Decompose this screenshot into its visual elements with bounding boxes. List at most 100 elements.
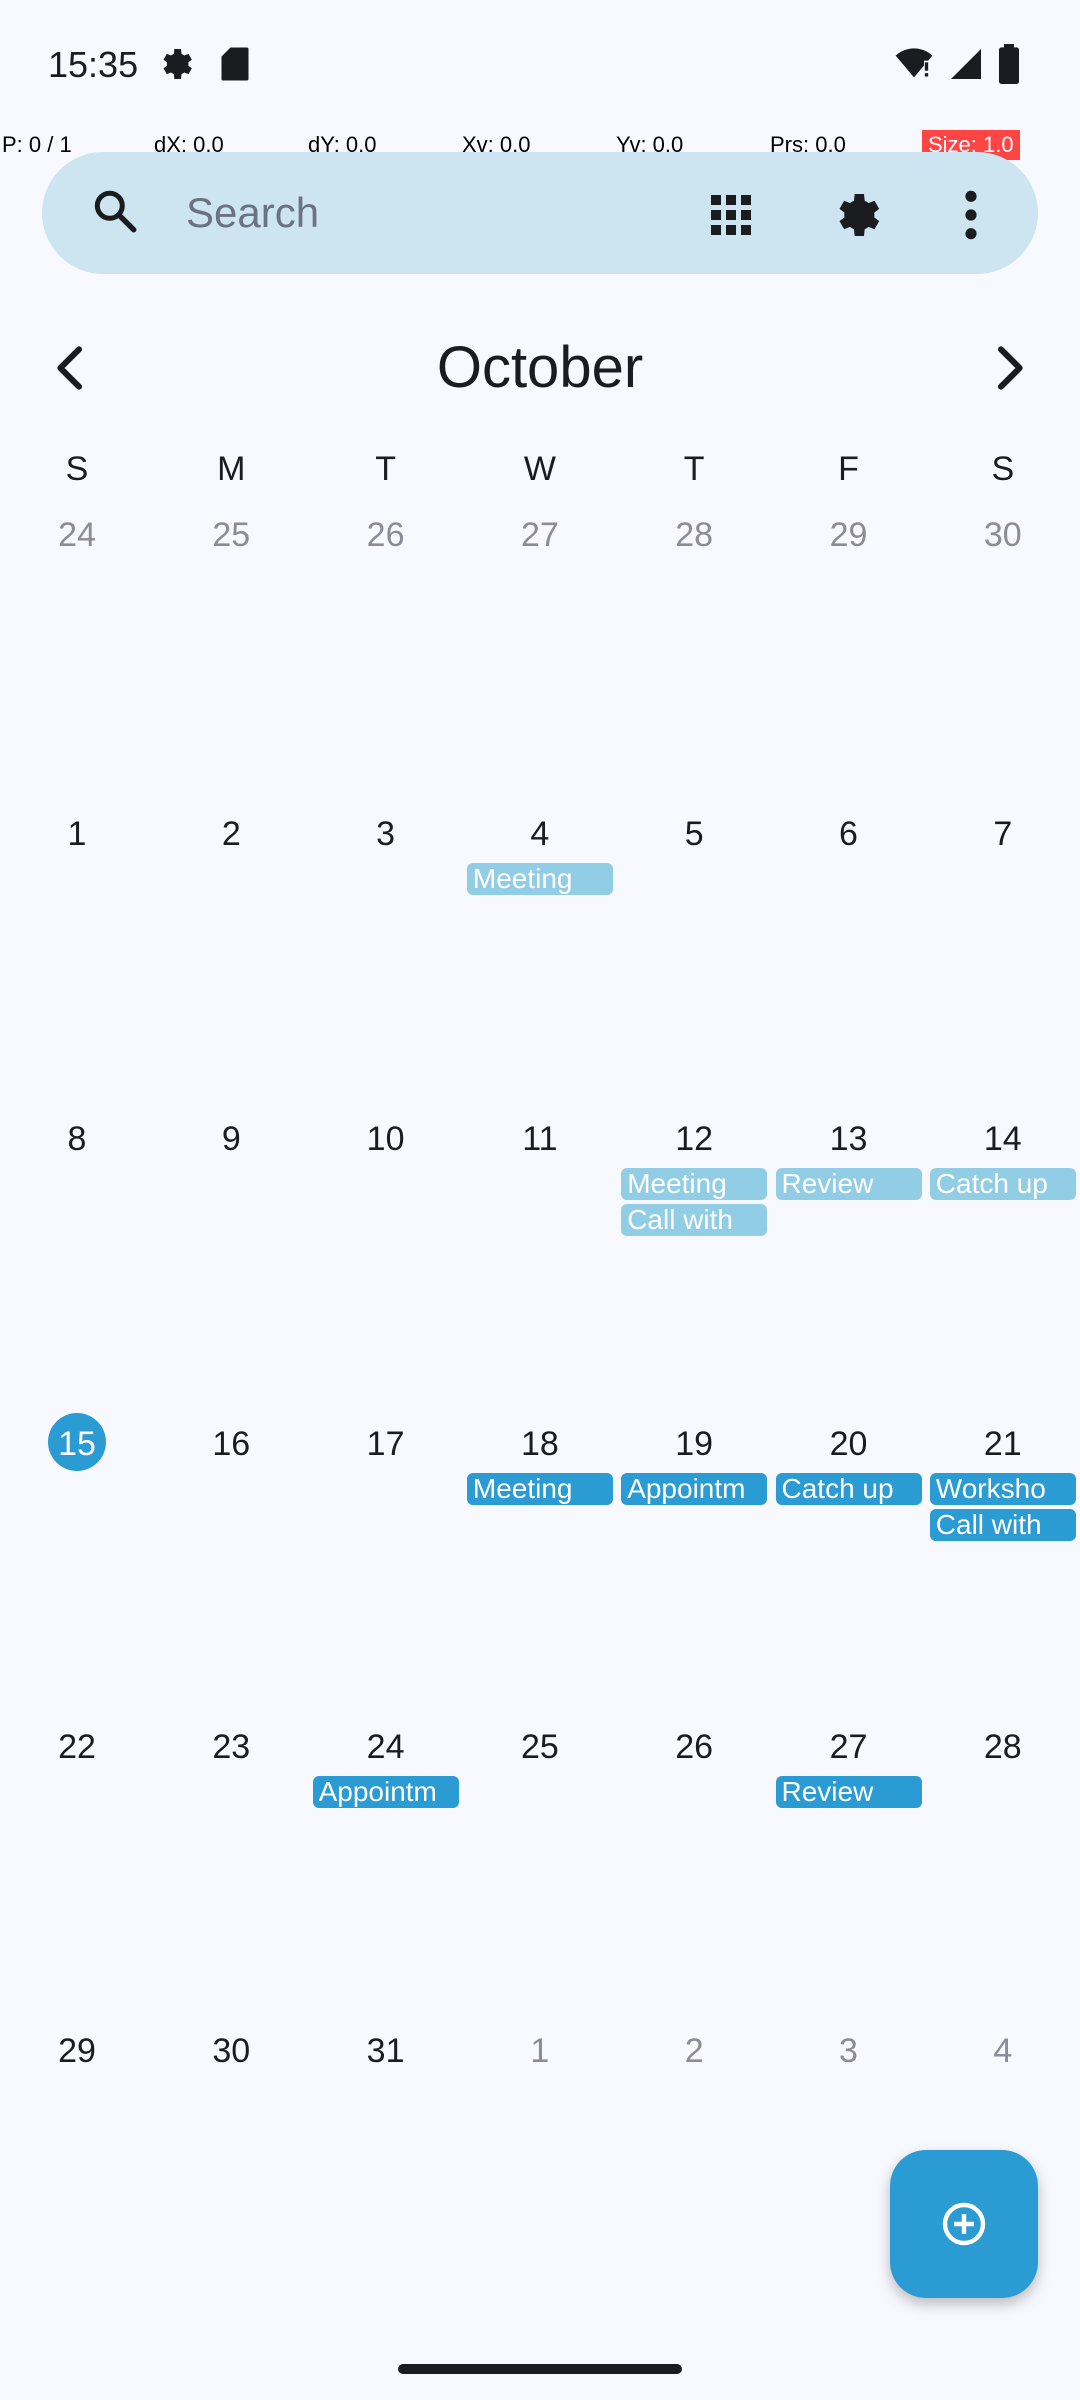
add-circle-icon xyxy=(942,2202,986,2246)
event-chip[interactable]: Worksho xyxy=(929,1473,1076,1505)
calendar-day[interactable]: 17 xyxy=(309,1425,463,1464)
calendar-day[interactable]: 27 xyxy=(463,516,617,555)
calendar-day[interactable]: 25 xyxy=(463,1728,617,1767)
event-chip[interactable]: Catch up xyxy=(929,1168,1076,1200)
weekday-header: W xyxy=(523,450,556,488)
gear-icon xyxy=(839,194,880,236)
calendar-day[interactable]: 14 xyxy=(926,1120,1080,1159)
calendar-day[interactable]: 19 xyxy=(617,1425,771,1464)
event-chip[interactable]: Meeting xyxy=(466,1473,613,1505)
calendar-day[interactable]: 26 xyxy=(617,1728,771,1767)
day-number: 9 xyxy=(221,1120,241,1158)
calendar-day[interactable]: 30 xyxy=(926,516,1080,555)
calendar-day[interactable]: 4 xyxy=(926,2032,1080,2071)
calendar-day[interactable]: 5 xyxy=(617,815,771,854)
calendar-day[interactable]: 10 xyxy=(309,1120,463,1159)
day-number: 10 xyxy=(366,1120,405,1158)
event-chip[interactable]: Appointm xyxy=(312,1776,459,1808)
event-chip[interactable]: Call with xyxy=(621,1204,768,1236)
calendar-day[interactable]: 29 xyxy=(772,516,926,555)
sd-card-icon xyxy=(221,47,249,81)
calendar-day[interactable]: 2 xyxy=(617,2032,771,2071)
day-number: 28 xyxy=(675,516,714,554)
day-number: 14 xyxy=(983,1120,1022,1158)
calendar-day[interactable]: 7 xyxy=(926,815,1080,854)
day-number: 6 xyxy=(839,815,858,853)
event-chip[interactable]: Call with xyxy=(929,1509,1076,1541)
calendar-day[interactable]: 29 xyxy=(0,2032,154,2071)
day-number: 30 xyxy=(983,516,1022,554)
day-number: 7 xyxy=(993,815,1013,853)
settings-status-icon xyxy=(163,49,192,79)
day-number: 25 xyxy=(212,516,251,554)
calendar-day[interactable]: 13 xyxy=(772,1120,926,1159)
calendar-day[interactable]: 31 xyxy=(309,2032,463,2071)
event-chip[interactable]: Catch up xyxy=(775,1473,922,1505)
calendar-day[interactable]: 16 xyxy=(154,1425,308,1464)
today-indicator xyxy=(48,1413,106,1471)
grid-view-icon xyxy=(711,195,751,235)
day-number: 28 xyxy=(983,1728,1022,1766)
previous-month-icon[interactable] xyxy=(44,340,100,396)
cell-signal-icon xyxy=(951,49,981,79)
day-number: 2 xyxy=(684,2032,704,2070)
day-number: 18 xyxy=(520,1425,559,1463)
event-chip[interactable]: Meeting xyxy=(621,1168,768,1200)
calendar-day[interactable]: 21 xyxy=(926,1425,1080,1464)
day-number: 26 xyxy=(675,1728,714,1766)
calendar-day[interactable]: 25 xyxy=(154,516,308,555)
day-number: 8 xyxy=(67,1120,87,1158)
calendar-day[interactable]: 18 xyxy=(463,1425,617,1464)
search-icon[interactable] xyxy=(90,186,140,236)
calendar-day[interactable]: 9 xyxy=(154,1120,308,1159)
day-number: 19 xyxy=(675,1425,714,1463)
more-options-button[interactable] xyxy=(926,170,1016,260)
event-chip[interactable]: Review xyxy=(775,1168,922,1200)
event-chip[interactable]: Appointm xyxy=(621,1473,768,1505)
more-vert-icon xyxy=(965,190,977,240)
day-number: 20 xyxy=(829,1425,868,1463)
event-chip[interactable]: Meeting xyxy=(466,863,613,895)
calendar-day[interactable]: 24 xyxy=(309,1728,463,1767)
calendar-day[interactable]: 23 xyxy=(154,1728,308,1767)
day-number: 4 xyxy=(530,815,550,853)
day-number: 26 xyxy=(366,516,405,554)
day-number: 5 xyxy=(684,815,704,853)
day-number: 29 xyxy=(829,516,868,554)
weekday-header: M xyxy=(217,450,246,488)
day-number: 4 xyxy=(993,2032,1013,2070)
day-number: 30 xyxy=(212,2032,251,2070)
add-event-button[interactable] xyxy=(890,2150,1038,2298)
calendar-day[interactable]: 22 xyxy=(0,1728,154,1767)
next-month-icon[interactable] xyxy=(980,340,1036,396)
calendar-day[interactable]: 15 xyxy=(0,1425,154,1464)
day-number: 12 xyxy=(675,1120,714,1158)
calendar-day[interactable]: 4 xyxy=(463,815,617,854)
settings-button[interactable] xyxy=(812,170,902,260)
calendar-day[interactable]: 28 xyxy=(617,516,771,555)
home-indicator[interactable] xyxy=(398,2364,682,2374)
calendar-day[interactable]: 26 xyxy=(309,516,463,555)
day-number: 17 xyxy=(366,1425,405,1463)
month-title[interactable]: October xyxy=(436,335,644,400)
weekday-header: S xyxy=(65,450,89,488)
calendar-day[interactable]: 30 xyxy=(154,2032,308,2071)
calendar-day[interactable]: 1 xyxy=(463,2032,617,2071)
day-number: 25 xyxy=(520,1728,559,1766)
search-input[interactable] xyxy=(186,186,606,240)
calendar-day[interactable]: 8 xyxy=(0,1120,154,1159)
calendar-day[interactable]: 1 xyxy=(0,815,154,854)
calendar-day[interactable]: 20 xyxy=(772,1425,926,1464)
calendar-day[interactable]: 28 xyxy=(926,1728,1080,1767)
grid-view-button[interactable] xyxy=(686,170,776,260)
calendar-day[interactable]: 3 xyxy=(772,2032,926,2071)
status-bar: 15:35 xyxy=(0,0,1080,130)
calendar-day[interactable]: 3 xyxy=(309,815,463,854)
calendar-day[interactable]: 27 xyxy=(772,1728,926,1767)
calendar-day[interactable]: 11 xyxy=(463,1120,617,1159)
calendar-day[interactable]: 24 xyxy=(0,516,154,555)
calendar-day[interactable]: 12 xyxy=(617,1120,771,1159)
calendar-day[interactable]: 2 xyxy=(154,815,308,854)
calendar-day[interactable]: 6 xyxy=(772,815,926,854)
event-chip[interactable]: Review xyxy=(775,1776,922,1808)
